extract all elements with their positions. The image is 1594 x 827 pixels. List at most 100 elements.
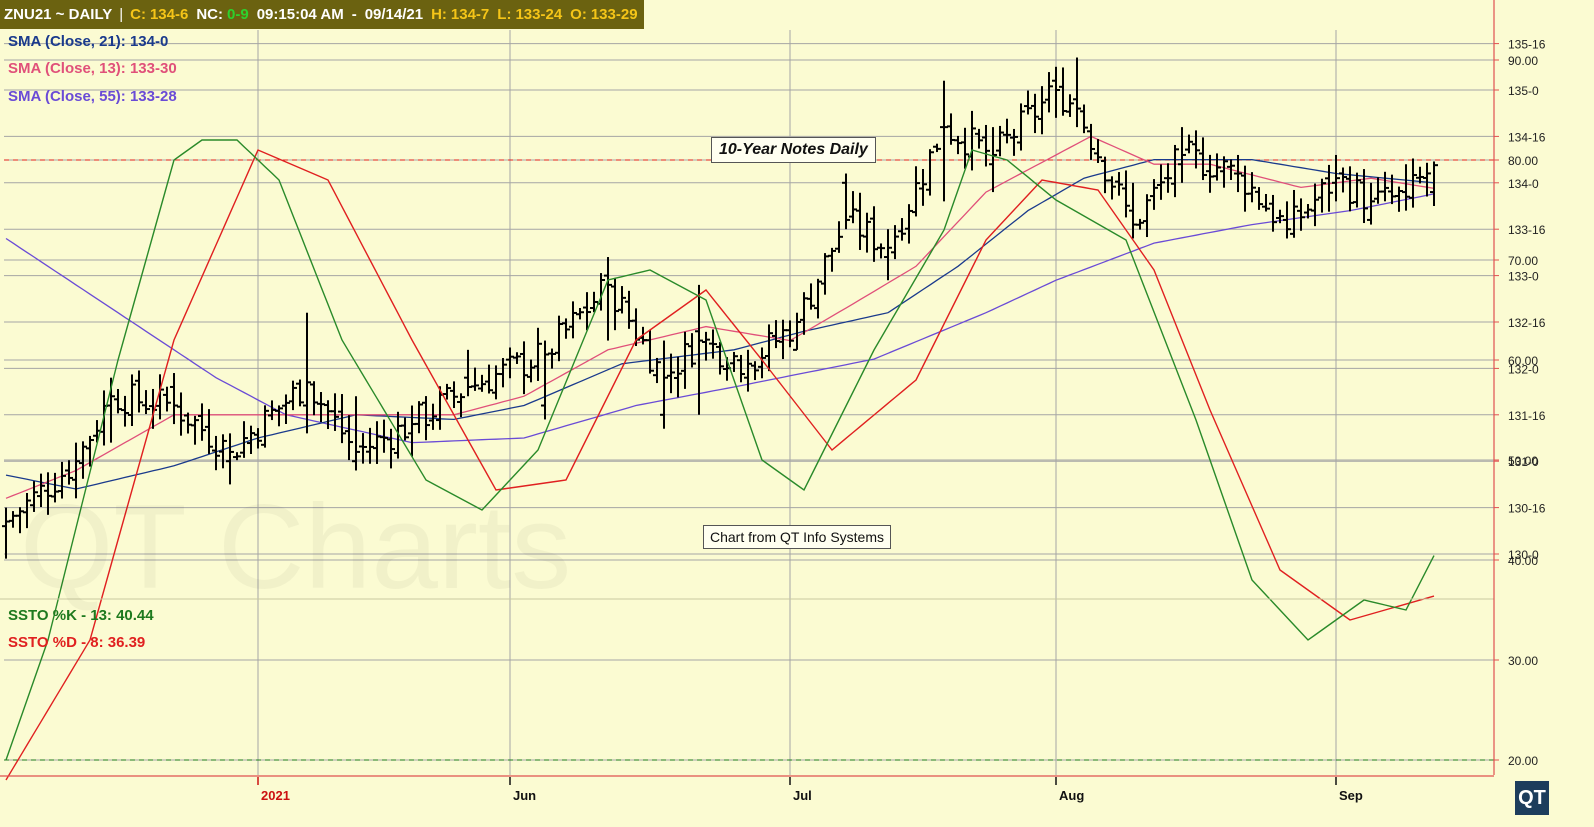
stoch-tick-label: 60.00 xyxy=(1508,354,1538,368)
close-label: C: xyxy=(130,6,146,23)
ohlc-bar xyxy=(982,124,990,167)
ohlc-bar xyxy=(464,349,472,397)
ohlc-bar xyxy=(730,351,738,372)
ohlc-bar xyxy=(905,204,913,244)
ohlc-bar xyxy=(548,348,556,369)
nc-label: NC: xyxy=(196,6,224,23)
ohlc-bar xyxy=(37,473,45,508)
ohlc-bar xyxy=(786,320,794,348)
ohlc-bar xyxy=(877,243,885,259)
ohlc-bar xyxy=(520,341,528,395)
legend-sma21: SMA (Close, 21): 134-0 xyxy=(8,33,169,50)
ohlc-bar xyxy=(128,374,136,427)
ohlc-bar xyxy=(653,357,661,384)
ohlc-bar xyxy=(765,324,773,372)
ohlc-bar xyxy=(422,396,430,441)
ohlc-bar xyxy=(800,292,808,335)
ohlc-bar xyxy=(702,331,710,361)
ohlc-bar xyxy=(58,461,66,499)
ohlc-bar xyxy=(205,409,213,454)
ohlc-bar xyxy=(240,421,248,458)
ohlc-bar xyxy=(681,331,689,389)
ohlc-bar xyxy=(1157,164,1165,200)
ohlc-bar xyxy=(807,283,815,310)
ohlc-bar xyxy=(72,442,80,499)
ohlc-bar xyxy=(373,421,381,464)
ohlc-bar xyxy=(1045,72,1053,113)
ohlc-bar xyxy=(751,361,759,381)
ohlc-bar xyxy=(772,320,780,349)
price-tick-label: 134-0 xyxy=(1508,177,1539,191)
price-tick-label: 134-16 xyxy=(1508,130,1546,144)
stoch-tick-label: 90.00 xyxy=(1508,54,1538,68)
stoch-tick-label: 80.00 xyxy=(1508,154,1538,168)
ohlc-bar xyxy=(394,411,402,459)
ohlc-bar xyxy=(1199,137,1207,181)
ohlc-bar xyxy=(408,405,416,457)
ohlc-bar xyxy=(1122,170,1130,218)
ohlc-bar xyxy=(415,401,423,434)
ohlc-bar xyxy=(310,381,318,416)
ohlc-bar xyxy=(1164,163,1172,193)
ohlc-bar xyxy=(1213,153,1221,181)
header-separator: | xyxy=(119,6,124,23)
ohlc-bar xyxy=(1409,158,1417,208)
price-tick-label: 135-0 xyxy=(1508,84,1539,98)
ohlc-bar xyxy=(1129,182,1137,239)
ohlc-bar xyxy=(1080,104,1088,134)
ohlc-bar xyxy=(1262,194,1270,212)
open-value: 133-29 xyxy=(590,6,638,23)
ohlc-bar xyxy=(282,394,290,425)
ohlc-bar xyxy=(856,192,864,250)
ohlc-bar xyxy=(380,419,388,453)
ohlc-bar xyxy=(429,403,437,430)
price-tick-label: 131-16 xyxy=(1508,409,1546,423)
ohlc-bar xyxy=(933,143,941,153)
ohlc-bar xyxy=(1290,189,1298,238)
ohlc-bar xyxy=(1017,103,1025,151)
sma55-line xyxy=(5,193,1435,444)
chart-title-box: 10-Year Notes Daily xyxy=(711,137,876,163)
ohlc-bar xyxy=(758,347,766,379)
legend-sma13: SMA (Close, 13): 133-30 xyxy=(8,60,177,77)
ohlc-bar xyxy=(961,127,969,169)
ohlc-bar xyxy=(695,284,703,415)
ohlc-bar xyxy=(1206,154,1214,193)
time-label: 09:15:04 AM xyxy=(256,6,344,23)
ohlc-bar xyxy=(345,415,353,461)
ohlc-bar xyxy=(849,191,857,224)
ohlc-bar xyxy=(1171,144,1179,198)
ohlc-bar xyxy=(1087,123,1095,160)
ohlc-bar xyxy=(289,380,297,411)
ohlc-bar xyxy=(604,257,612,341)
ohlc-bar xyxy=(359,433,367,464)
ohlc-bar xyxy=(975,128,983,149)
ohlc-bar xyxy=(79,441,87,479)
grid-layer xyxy=(4,30,1494,775)
ohlc-bar xyxy=(121,395,129,427)
ohlc-bar xyxy=(23,492,31,529)
price-tick-label: 133-16 xyxy=(1508,223,1546,237)
x-tick-label: Sep xyxy=(1339,788,1363,803)
ohlc-bar xyxy=(590,291,598,313)
ohlc-bar xyxy=(926,149,934,196)
ohlc-bar xyxy=(303,312,311,434)
ohlc-bar xyxy=(1395,186,1403,212)
stoch-d-line xyxy=(5,149,1435,781)
ohlc-bar xyxy=(968,110,976,171)
ohlc-bar xyxy=(828,247,836,272)
ohlc-bar xyxy=(1073,57,1081,128)
ohlc-bar xyxy=(1192,130,1200,169)
ohlc-bar xyxy=(1339,167,1347,193)
ohlc-bar xyxy=(1430,161,1438,206)
quote-header: ZNU21 ~ DAILY | C: 134-6 NC: 0-9 09:15:0… xyxy=(0,0,644,29)
nc-value: 0-9 xyxy=(227,6,249,23)
ohlc-bar xyxy=(821,253,829,295)
ohlc-bar xyxy=(1066,94,1074,117)
stoch-tick-label: 50.00 xyxy=(1508,454,1538,468)
ohlc-bar xyxy=(177,392,185,436)
ohlc-bar xyxy=(352,396,360,471)
ohlc-bar xyxy=(1059,67,1067,116)
ohlc-bar xyxy=(114,389,122,414)
price-tick-label: 132-0 xyxy=(1508,362,1539,376)
